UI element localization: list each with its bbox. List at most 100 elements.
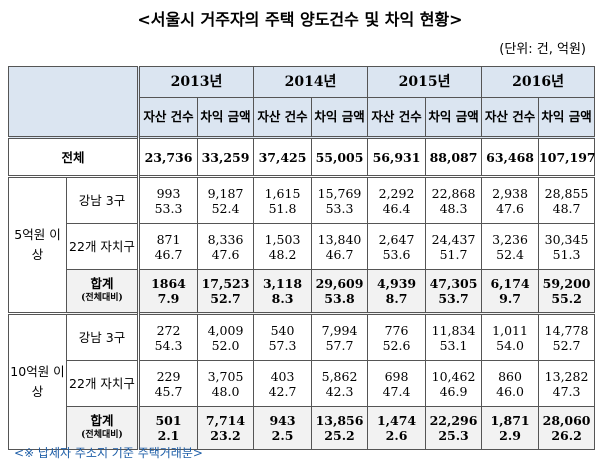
cell-value: 8,336 xyxy=(207,231,244,247)
table-cell: 13,282 47.3 xyxy=(538,360,596,407)
cell-value: 871 xyxy=(156,231,181,247)
year-header: 2014년 xyxy=(253,66,369,98)
year-header-row: 2013년 2014년 2015년 2016년 xyxy=(8,66,596,138)
table-cell: 13,856 25.2 xyxy=(311,406,369,450)
cell-value: 4,939 xyxy=(376,276,417,291)
table-cell: 23,736 xyxy=(137,136,198,177)
year-header: 2015년 xyxy=(367,66,483,98)
cell-value: 29,609 xyxy=(315,276,364,291)
cell-value: 1,615 xyxy=(264,185,301,201)
cell-ratio: 8.7 xyxy=(385,291,408,306)
table-cell: 5,862 42.3 xyxy=(311,360,369,407)
cell-ratio: 46.0 xyxy=(496,383,524,399)
group-label: 5억원 이상 xyxy=(8,175,67,314)
row-label: 22개 자치구 xyxy=(66,223,139,270)
table-cell: 13,840 46.7 xyxy=(311,223,369,270)
footnote: <※ 납세자 주소지 기준 주택거래분> xyxy=(14,446,203,460)
row-label: 22개 자치구 xyxy=(66,360,139,407)
cell-value: 14,778 xyxy=(544,322,589,338)
cell-ratio: 54.0 xyxy=(496,337,524,353)
table-cell: 501 2.1 xyxy=(137,406,198,450)
table-cell: 28,855 48.7 xyxy=(538,175,596,224)
subtotal-sublabel: (전체대비) xyxy=(81,293,123,303)
table-cell: 7,714 23.2 xyxy=(196,406,255,450)
cell-value: 501 xyxy=(155,413,182,428)
cell-value: 13,282 xyxy=(544,368,589,384)
cell-value: 272 xyxy=(156,322,181,338)
cell-value: 13,856 xyxy=(315,413,364,428)
table-cell: 107,197 xyxy=(538,136,596,177)
cell-value: 28,060 xyxy=(542,413,591,428)
row-label: 강남 3구 xyxy=(66,312,139,361)
cell-value: 5,862 xyxy=(321,368,358,384)
cell-ratio: 47.3 xyxy=(552,383,581,399)
table-cell: 1,615 51.8 xyxy=(253,175,313,224)
unit-note: (단위: 건, 억원) xyxy=(499,42,586,57)
table-cell: 1,011 54.0 xyxy=(481,312,540,361)
cell-ratio: 48.3 xyxy=(439,200,468,216)
cell-value: 3,118 xyxy=(262,276,303,291)
cell-value: 7,714 xyxy=(205,413,246,428)
table-cell: 4,009 52.0 xyxy=(196,312,255,361)
row-label: 강남 3구 xyxy=(66,175,139,224)
table-cell: 55,005 xyxy=(311,136,369,177)
table-cell: 22,296 25.3 xyxy=(425,406,483,450)
table-cell: 540 57.3 xyxy=(253,312,313,361)
cell-ratio: 52.6 xyxy=(382,337,411,353)
table-cell: 4,939 8.7 xyxy=(367,269,427,314)
subtotal-sublabel: (전체대비) xyxy=(81,430,123,440)
table-row: 22개 자치구 229 45.7 3,705 48.0 403 42.7 5,862 42.3 6… xyxy=(9,360,596,407)
table-cell: 871 46.7 xyxy=(137,223,198,270)
table-cell: 24,437 51.7 xyxy=(425,223,483,270)
cell-ratio: 48.0 xyxy=(211,383,240,399)
cell-ratio: 55.2 xyxy=(551,291,582,306)
cell-value: 28,855 xyxy=(544,185,589,201)
cell-ratio: 53.3 xyxy=(325,200,354,216)
table-cell: 56,931 xyxy=(367,136,427,177)
cell-ratio: 52.4 xyxy=(211,200,240,216)
subheader-row: 자산 건수 차익 금액 자산 건수 차익 금액 자산 건수 차익 금액 자산 건… xyxy=(9,97,596,138)
subheader-count: 자산 건수 xyxy=(481,97,540,138)
cell-ratio: 53.8 xyxy=(324,291,355,306)
cell-value: 1,011 xyxy=(492,322,528,338)
table-cell: 3,118 8.3 xyxy=(253,269,313,314)
cell-ratio: 52.7 xyxy=(552,337,581,353)
table-cell: 698 47.4 xyxy=(367,360,427,407)
cell-value: 2,292 xyxy=(378,185,415,201)
cell-ratio: 53.3 xyxy=(154,200,183,216)
table-cell: 776 52.6 xyxy=(367,312,427,361)
cell-ratio: 46.4 xyxy=(382,200,411,216)
table-cell: 1,503 48.2 xyxy=(253,223,313,270)
cell-ratio: 51.8 xyxy=(268,200,297,216)
table-cell: 2,647 53.6 xyxy=(367,223,427,270)
cell-value: 4,009 xyxy=(207,322,244,338)
cell-value: 403 xyxy=(270,368,295,384)
table-title: <서울시 거주자의 주택 양도건수 및 차익 현황> xyxy=(137,10,463,29)
header-corner xyxy=(8,66,139,138)
cell-ratio: 53.7 xyxy=(438,291,469,306)
cell-ratio: 9.7 xyxy=(499,291,521,306)
table-row: 22개 자치구 871 46.7 8,336 47.6 1,503 48.2 13,840 46… xyxy=(9,223,596,270)
table-cell: 3,236 52.4 xyxy=(481,223,540,270)
cell-value: 1,871 xyxy=(490,413,530,428)
table-cell: 3,705 48.0 xyxy=(196,360,255,407)
subtotal-title: 합계 xyxy=(90,276,114,291)
table-cell: 11,834 53.1 xyxy=(425,312,483,361)
cell-value: 6,174 xyxy=(490,276,530,291)
total-row: 전체 23,736 33,259 37,425 55,005 56,931 88… xyxy=(8,136,596,177)
table-cell: 2,292 46.4 xyxy=(367,175,427,224)
table-cell: 22,868 48.3 xyxy=(425,175,483,224)
cell-value: 3,705 xyxy=(207,368,244,384)
subheader-gain: 차익 금액 xyxy=(425,97,483,138)
cell-value: 22,868 xyxy=(431,185,476,201)
table-cell: 7,994 57.7 xyxy=(311,312,369,361)
table-cell: 28,060 26.2 xyxy=(538,406,596,450)
cell-value: 10,462 xyxy=(431,368,476,384)
cell-value: 943 xyxy=(269,413,296,428)
table-cell: 1,871 2.9 xyxy=(481,406,540,450)
table-row: 10억원 이상 강남 3구 272 54.3 4,009 52.0 540 57.3 7,994… xyxy=(8,312,596,450)
table-cell: 37,425 xyxy=(253,136,313,177)
cell-ratio: 26.2 xyxy=(551,428,582,443)
table-cell: 63,468 xyxy=(481,136,540,177)
cell-ratio: 2.5 xyxy=(271,428,294,443)
